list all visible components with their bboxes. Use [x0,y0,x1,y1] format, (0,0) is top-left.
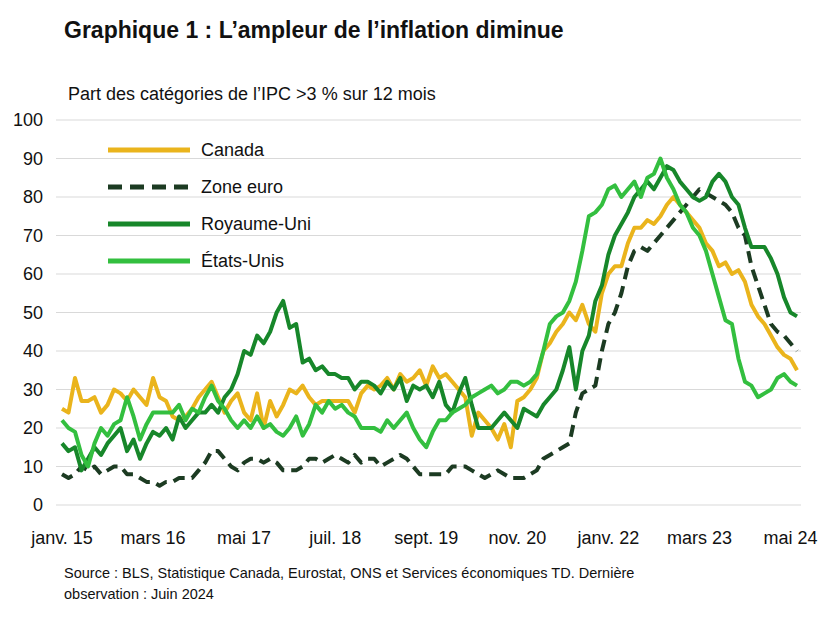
legend-label: Royaume-Uni [201,214,311,234]
y-tick-label: 30 [23,380,43,400]
x-axis: janv. 15 mars 16 mai 17 juil. 18 sept. 19 nov… [30,528,817,548]
y-tick-label: 70 [23,226,43,246]
grid-line [56,274,801,275]
legend-label: Zone euro [201,177,283,197]
grid-line [56,505,801,506]
grid-line [56,351,801,352]
y-tick-label: 10 [23,457,43,477]
legend-swatch [108,259,190,264]
x-tick-label: janv. 15 [30,528,93,548]
legend-label: États-Unis [201,251,284,271]
lines [62,159,797,486]
x-tick-label: juil. 18 [308,528,361,548]
series-line [62,159,797,467]
y-tick-label: 80 [23,187,43,207]
source-note: Source : BLS, Statistique Canada, Eurost… [64,565,634,581]
legend-swatch [108,185,190,190]
y-tick-label: 20 [23,418,43,438]
x-tick-label: mars 16 [121,528,186,548]
x-tick-label: janv. 22 [577,528,640,548]
x-tick-label: sept. 19 [394,528,458,548]
series-line [62,197,797,447]
grid-line [56,466,801,467]
legend: Canada Zone euro Royaume-Uni États-Unis [108,140,311,271]
grid-line [56,197,801,198]
title: Graphique 1 : L’ampleur de l’inflation d… [64,17,564,43]
legend-swatch [108,148,190,153]
y-axis: 0 10 20 30 40 50 60 70 80 90 100 [13,110,801,515]
grid-line [56,158,801,159]
legend-label: Canada [201,140,265,160]
x-tick-label: mai 24 [763,528,817,548]
x-tick-label: mai 17 [217,528,271,548]
source-note: observation : Juin 2024 [64,586,214,602]
x-tick-label: mars 23 [667,528,732,548]
y-tick-label: 0 [33,495,43,515]
chart: Graphique 1 : L’ampleur de l’inflation d… [0,0,827,617]
y-tick-label: 100 [13,110,43,130]
y-tick-label: 50 [23,303,43,323]
grid-line [56,235,801,236]
legend-swatch [108,222,190,227]
y-tick-label: 40 [23,341,43,361]
y-tick-label: 90 [23,149,43,169]
x-tick-label: nov. 20 [488,528,546,548]
grid-line [56,120,801,121]
grid-line [56,312,801,313]
subtitle: Part des catégories de l’IPC >3 % sur 12… [68,84,436,104]
y-tick-label: 60 [23,264,43,284]
